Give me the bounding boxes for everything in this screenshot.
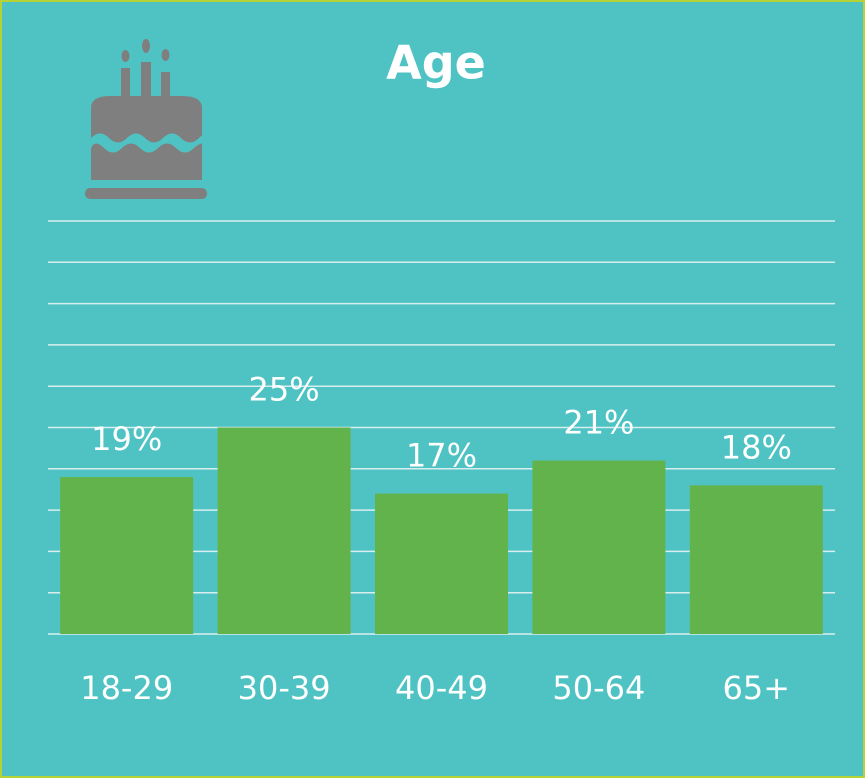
data-label: 21%: [563, 404, 634, 442]
x-tick-label: 65+: [723, 669, 791, 707]
chart-title: Age: [386, 36, 486, 90]
bar: [532, 460, 666, 634]
data-label: 17%: [406, 437, 477, 475]
data-label: 18%: [721, 428, 792, 466]
cake-icon: [85, 39, 207, 199]
x-tick-label: 18-29: [80, 669, 173, 707]
bar: [217, 427, 351, 634]
data-label: 25%: [249, 371, 320, 409]
data-label: 19%: [91, 420, 162, 458]
x-tick-label: 30-39: [238, 669, 331, 707]
bar: [375, 493, 508, 634]
x-tick-label: 50-64: [552, 669, 645, 707]
bar: [689, 485, 823, 634]
x-tick-label: 40-49: [395, 669, 488, 707]
bar: [60, 477, 194, 634]
cake-wave: [91, 133, 212, 153]
